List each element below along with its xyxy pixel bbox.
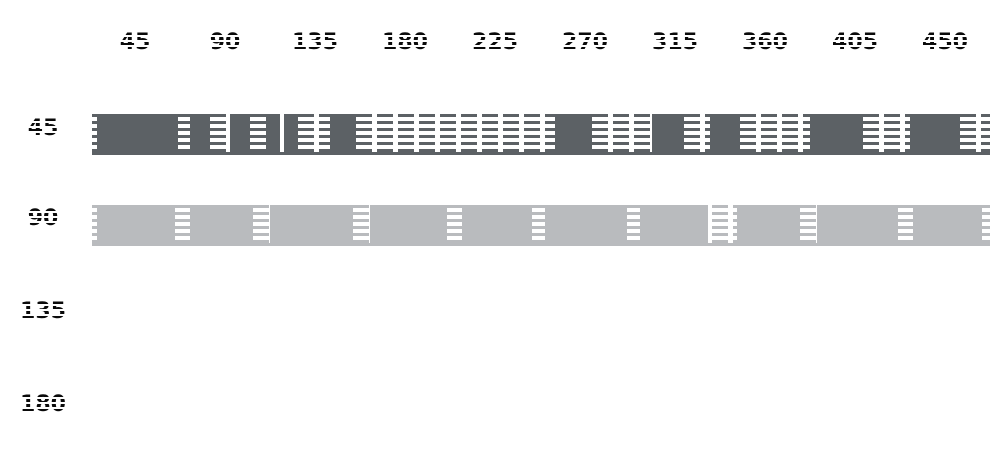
bar-segment-striped [298, 114, 330, 155]
y-tick-label-90: 90 [27, 206, 59, 231]
bar-segment-striped [982, 205, 990, 246]
bar-segment-striped [178, 114, 190, 155]
bar-segment-solid [230, 114, 250, 155]
bar-segment-striped [712, 205, 737, 246]
y-tick-label-135: 135 [20, 299, 66, 324]
bar-segment-striped [175, 205, 190, 246]
x-tick-label-180: 180 [382, 30, 428, 55]
x-tick-label-45: 45 [119, 30, 151, 55]
x-tick-label-90: 90 [209, 30, 241, 55]
x-tick-label-225: 225 [472, 30, 518, 55]
bar-segment-solid [910, 114, 960, 155]
bar-segment-solid [710, 114, 740, 155]
bar-segment-solid [555, 114, 592, 155]
bar-segment-striped [740, 114, 810, 155]
bar-segment-striped [960, 114, 990, 155]
bar-segment-striped [253, 205, 270, 246]
y-tick-label-45: 45 [27, 116, 59, 141]
bar-segment-solid [737, 205, 800, 246]
bar-segment-striped [592, 114, 652, 155]
bar-segment-solid [913, 205, 982, 246]
bar-segment-solid [284, 114, 298, 155]
bar-segment-striped [250, 114, 266, 155]
bar-segment-solid [640, 205, 708, 246]
bar-segment-solid [810, 114, 863, 155]
bar-bottom-edge [92, 243, 990, 246]
bar-segment-solid [652, 114, 684, 155]
bar-segment-striped [800, 205, 817, 246]
bar-segment-solid [462, 205, 532, 246]
x-tick-label-315: 315 [652, 30, 698, 55]
bar-row-90 [92, 205, 990, 246]
x-tick-label-360: 360 [742, 30, 788, 55]
bar-segment-solid [817, 205, 898, 246]
bar-segment-gap [708, 205, 712, 246]
bar-segment-solid [370, 205, 447, 246]
bar-segment-striped [447, 205, 462, 246]
bar-segment-solid [270, 205, 353, 246]
bar-segment-striped [210, 114, 230, 155]
bar-row-45 [92, 114, 990, 155]
bar-segment-solid [330, 114, 356, 155]
bar-segment-striped [356, 114, 555, 155]
y-tick-label-180: 180 [20, 392, 66, 417]
x-tick-label-135: 135 [292, 30, 338, 55]
bar-segment-solid [266, 114, 280, 155]
bar-segment-solid [190, 205, 253, 246]
bar-segment-striped [863, 114, 910, 155]
bar-segment-striped [353, 205, 370, 246]
bar-segment-striped [92, 205, 97, 246]
x-tick-label-270: 270 [562, 30, 608, 55]
bar-segment-solid [190, 114, 210, 155]
x-tick-label-450: 450 [922, 30, 968, 55]
bar-segment-gap [280, 114, 284, 155]
bar-segment-striped [532, 205, 545, 246]
x-tick-label-405: 405 [832, 30, 878, 55]
bar-segment-striped [684, 114, 710, 155]
bar-bottom-edge [92, 152, 990, 155]
bar-segment-striped [92, 114, 97, 155]
bar-segment-solid [97, 205, 175, 246]
bar-segment-striped [627, 205, 640, 246]
bar-segment-striped [898, 205, 913, 246]
bar-segment-solid [545, 205, 627, 246]
bar-segment-solid [97, 114, 178, 155]
